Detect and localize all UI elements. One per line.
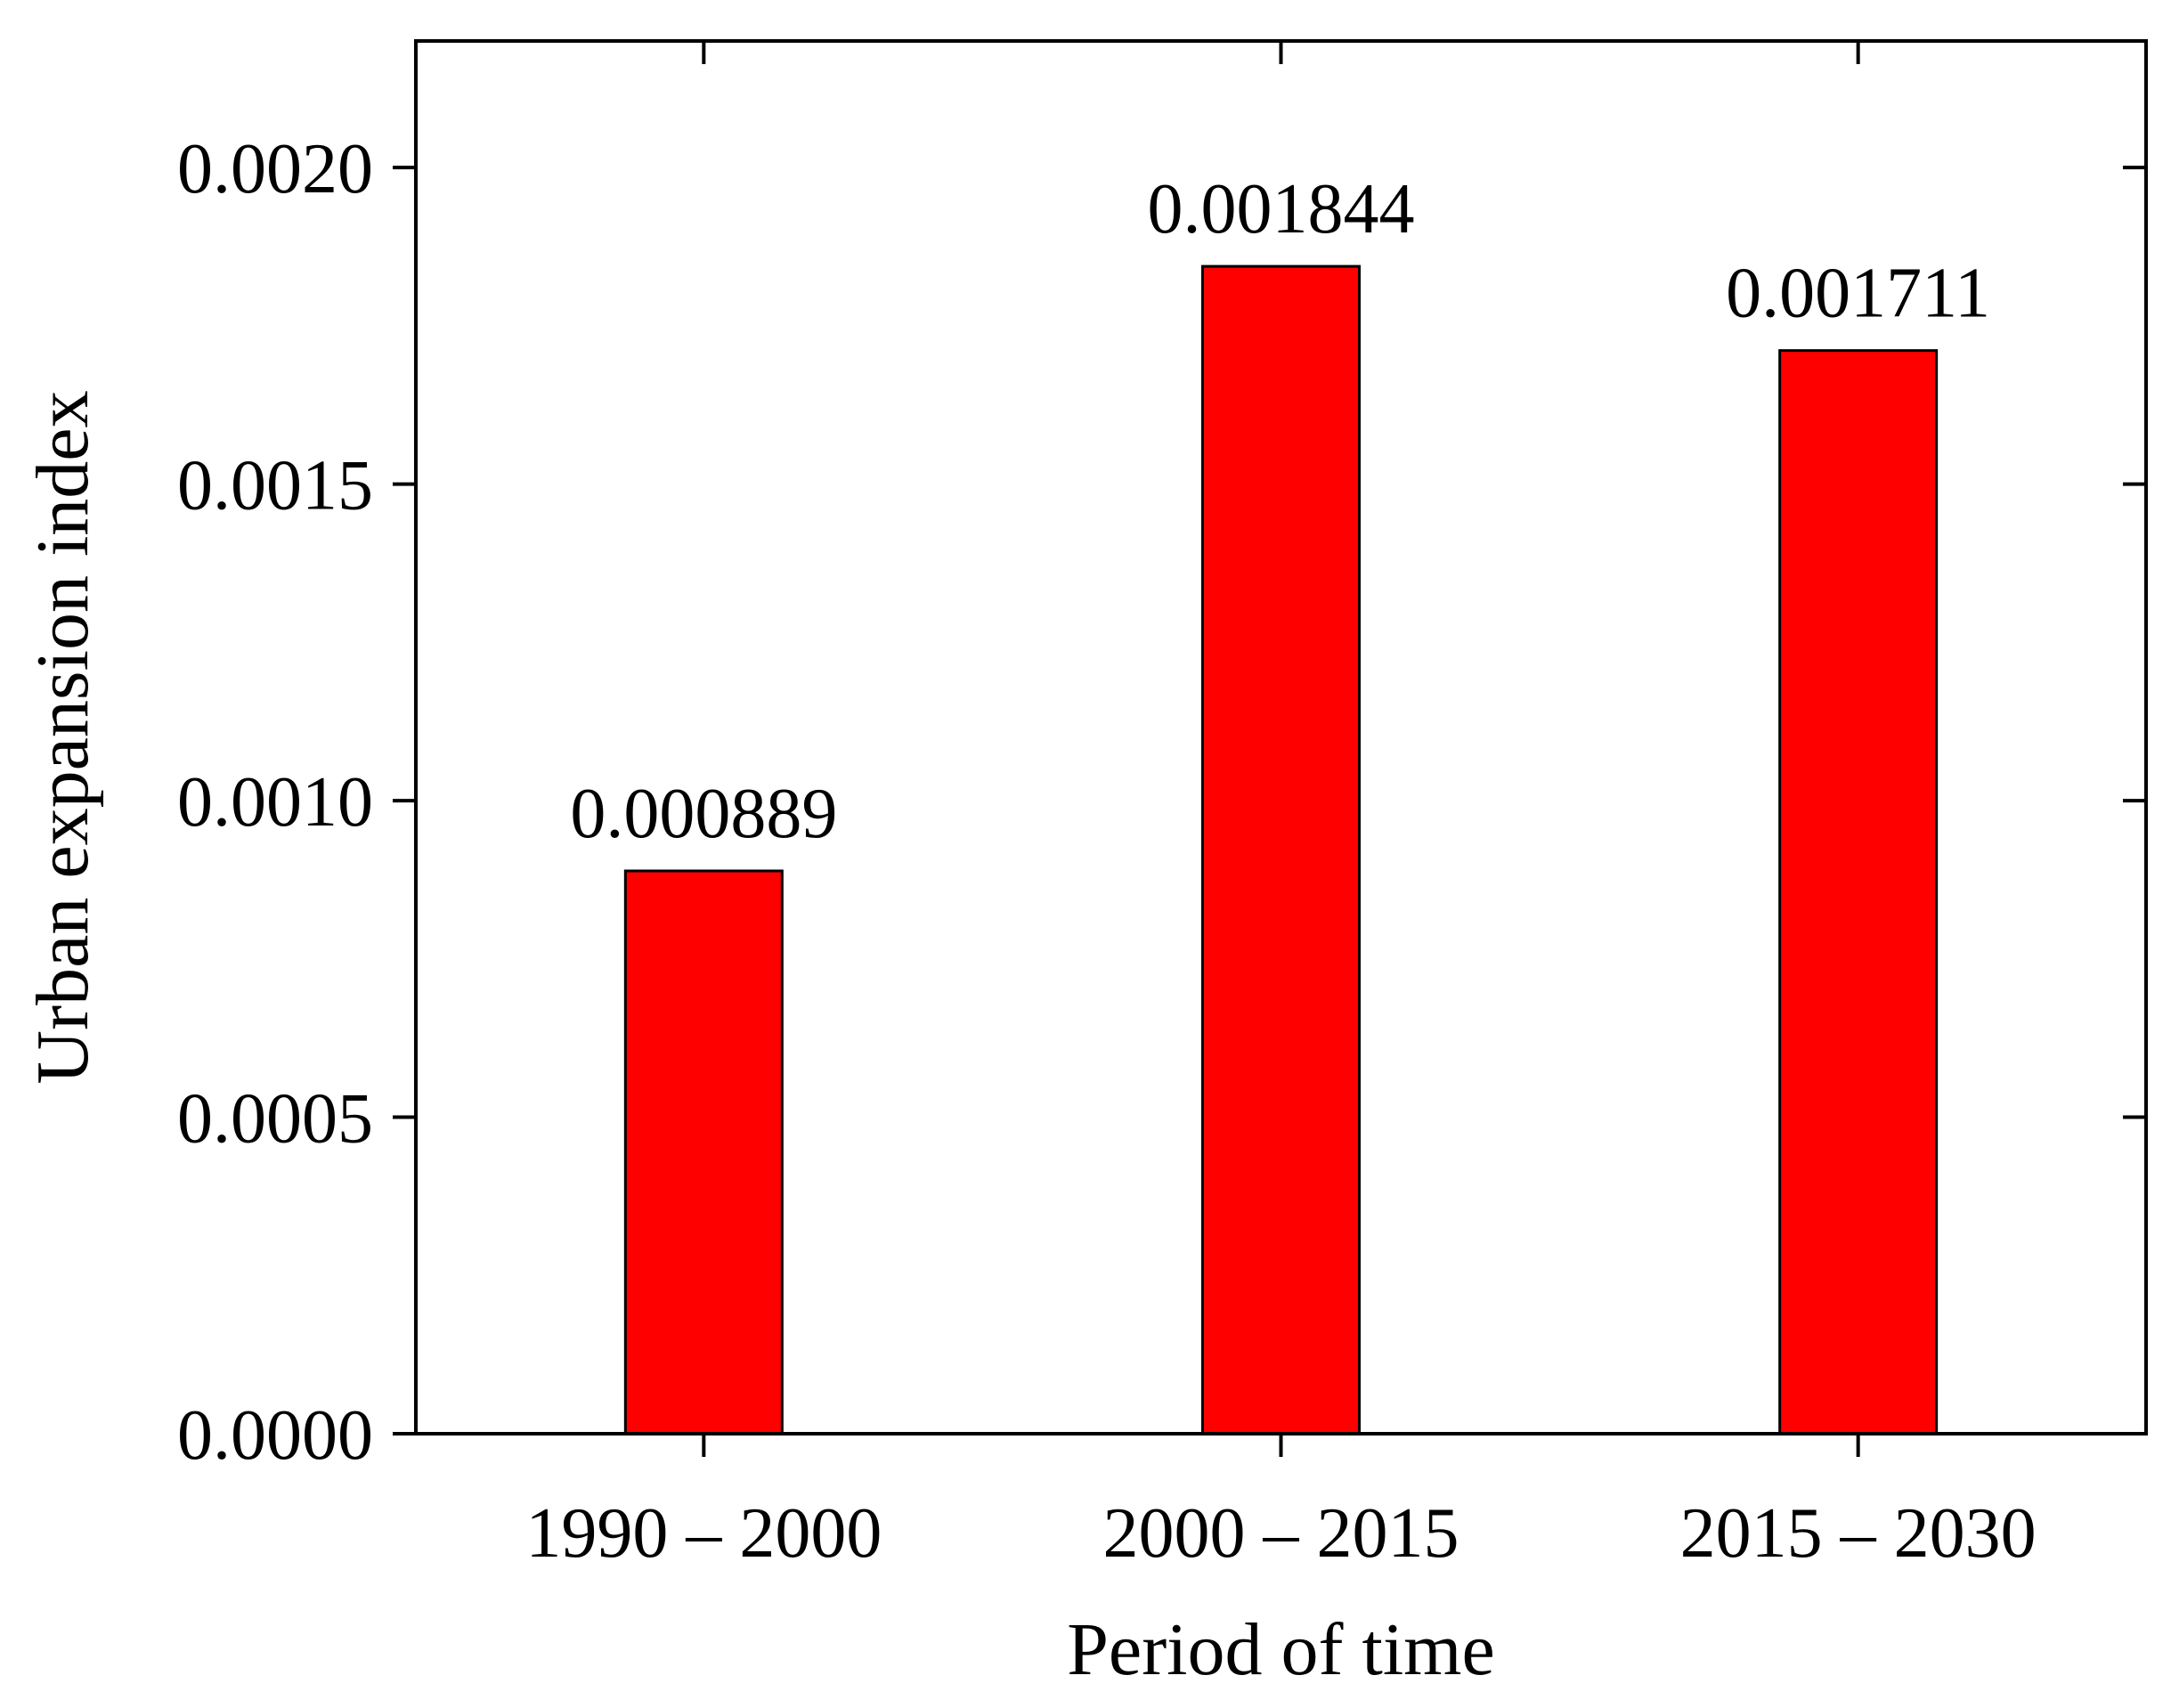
bar-1 bbox=[623, 869, 784, 1436]
x-tick-label-1: 1990 – 2000 bbox=[525, 1494, 882, 1573]
y-tick-label-5: 0.0020 bbox=[177, 130, 373, 208]
bar-value-label-2: 0.001844 bbox=[1148, 170, 1415, 248]
y-axis-title: Urban expansion index bbox=[21, 390, 104, 1084]
data-labels: 0.000889 0.001844 0.001711 bbox=[570, 170, 1990, 853]
y-tick-label-1: 0.0000 bbox=[177, 1396, 373, 1475]
x-axis-title: Period of time bbox=[1067, 1608, 1495, 1691]
y-tick-label-3: 0.0010 bbox=[177, 763, 373, 842]
bar-2 bbox=[1201, 264, 1361, 1436]
bar-value-label-3: 0.001711 bbox=[1726, 255, 1990, 333]
x-tick-label-3: 2015 – 2030 bbox=[1680, 1494, 2037, 1573]
plot-frame bbox=[414, 39, 2148, 1436]
axis-ticks: 0.0000 0.0005 0.0010 0.0015 0.0020 1990 – 200… bbox=[177, 41, 2146, 1573]
y-tick-label-2: 0.0005 bbox=[177, 1080, 373, 1159]
y-tick-label-4: 0.0015 bbox=[177, 447, 373, 525]
x-tick-label-2: 2000 – 2015 bbox=[1103, 1494, 1459, 1573]
bars bbox=[623, 264, 1939, 1436]
bar-3 bbox=[1778, 349, 1939, 1436]
bar-value-label-1: 0.000889 bbox=[570, 775, 837, 853]
